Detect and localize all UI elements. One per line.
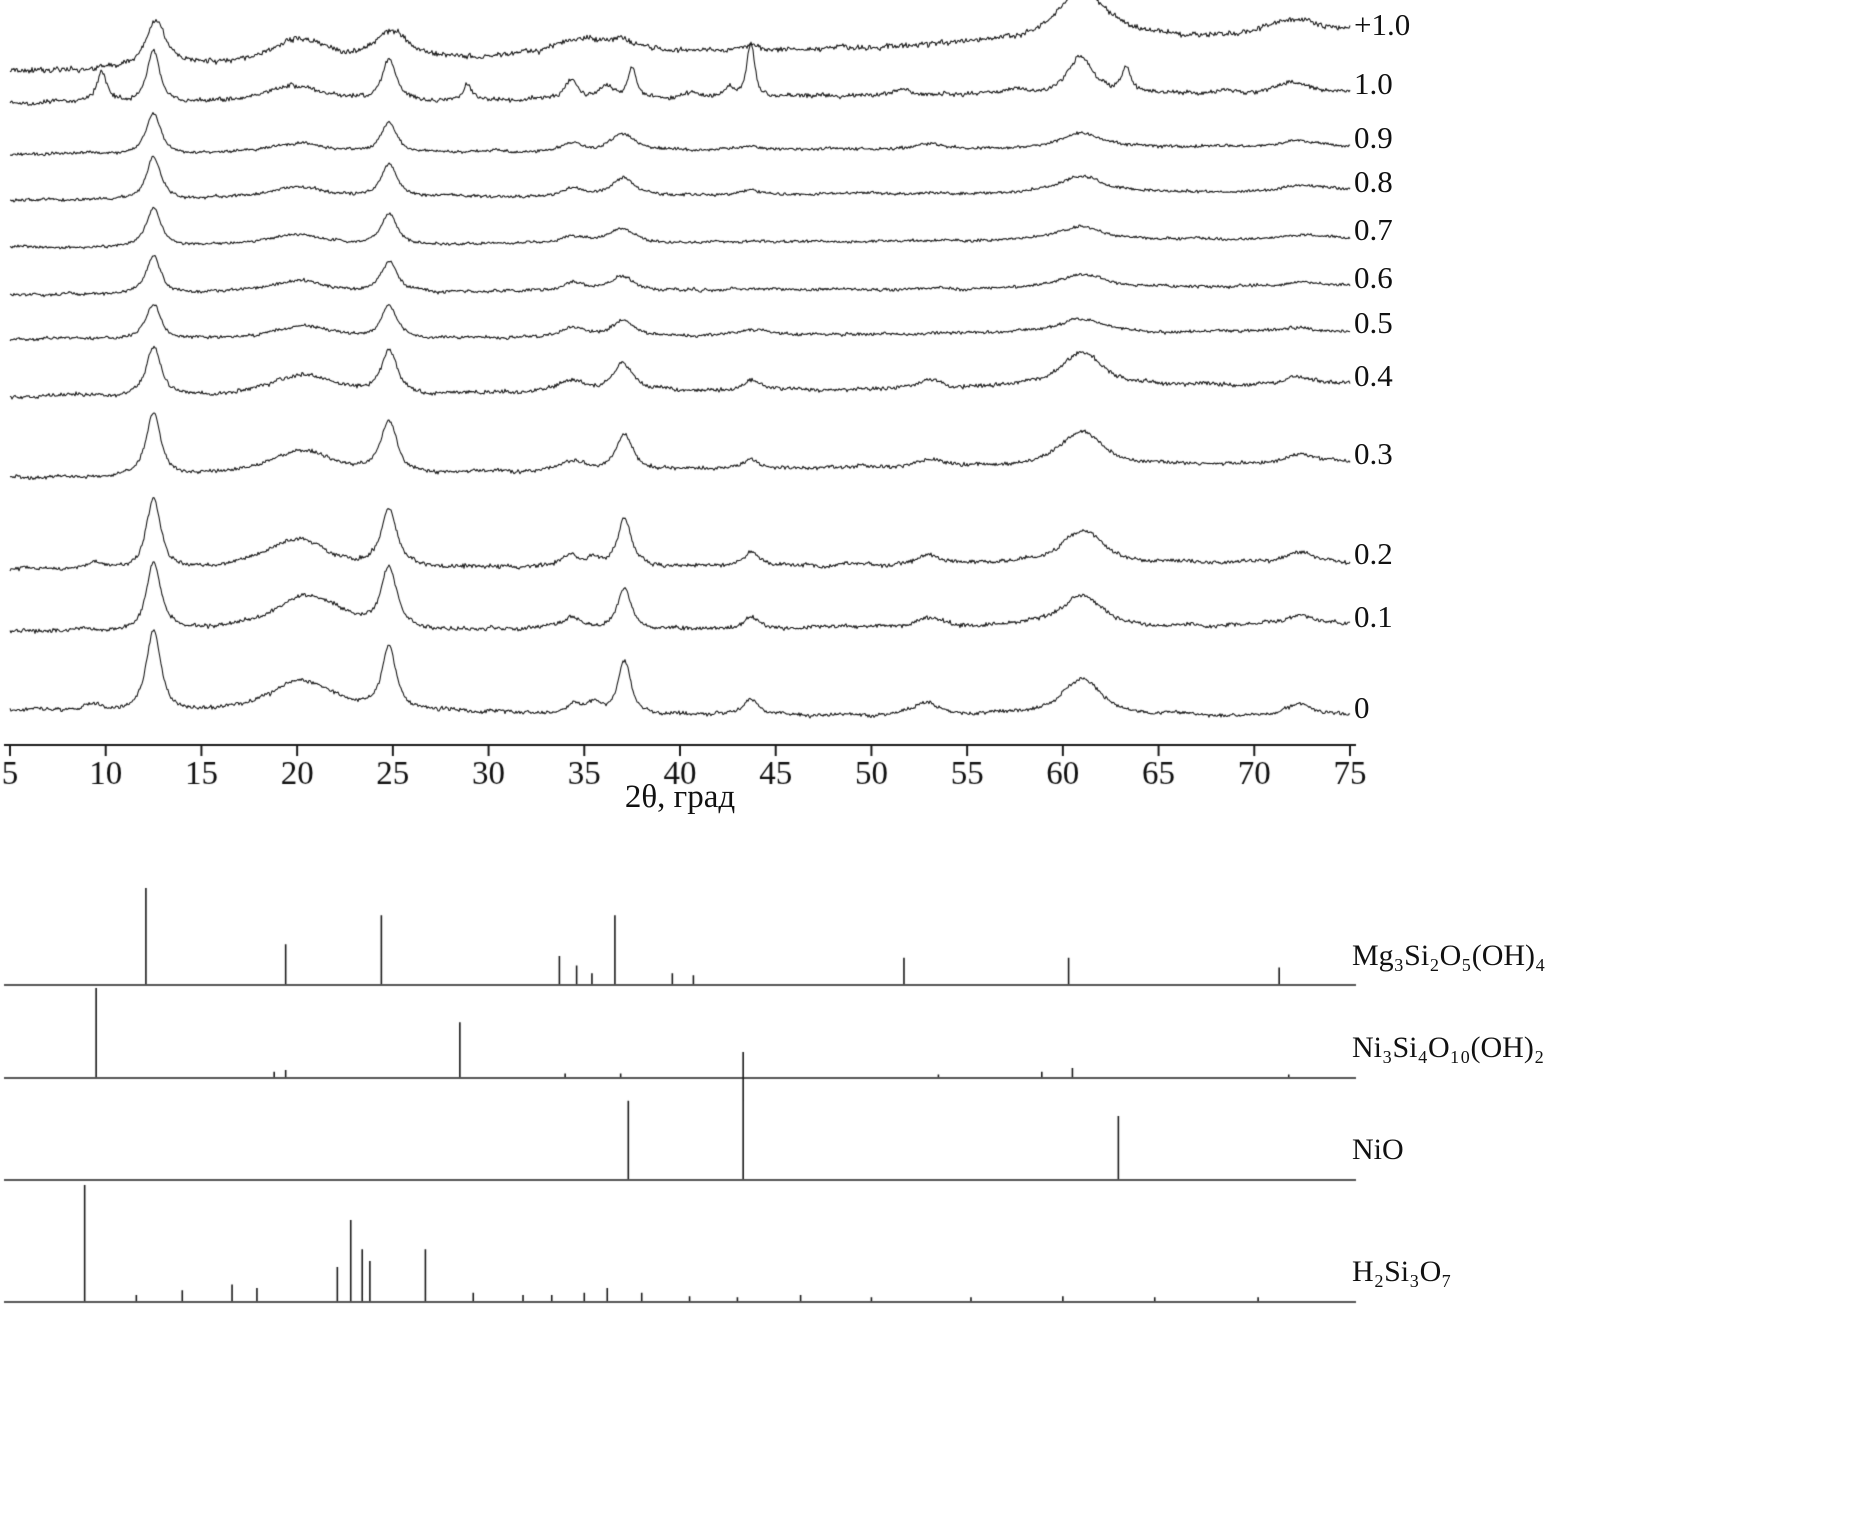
xrd-diffractogram-canvas: [0, 0, 1857, 1518]
xrd-figure-page: { "chart_data": { "type": "line", "title…: [0, 0, 1857, 1518]
